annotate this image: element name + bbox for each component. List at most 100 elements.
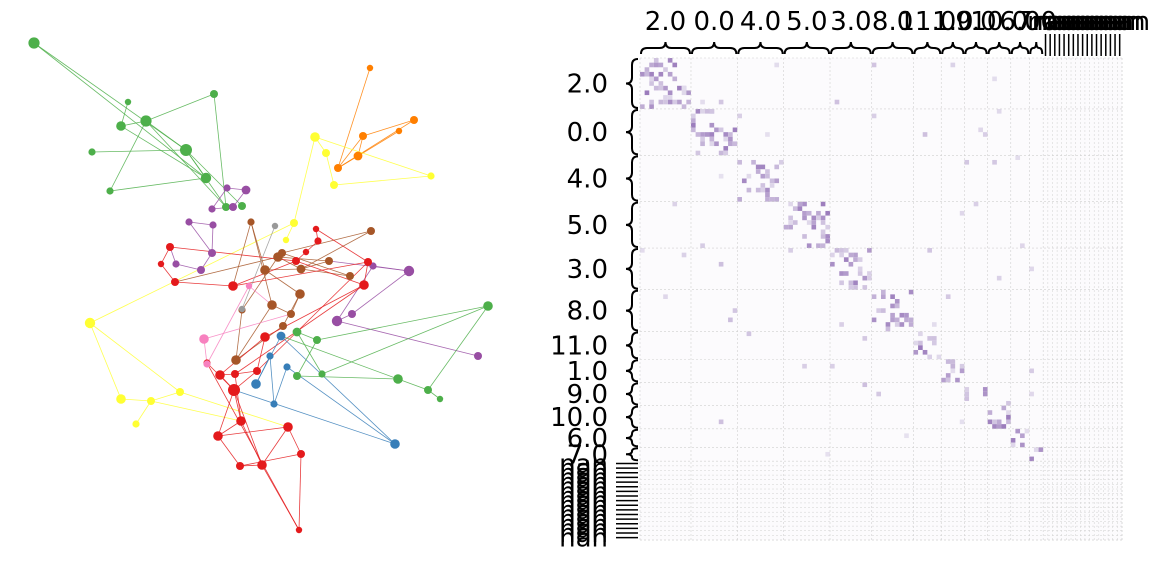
graph-node-82 bbox=[251, 379, 261, 389]
matrix-cell bbox=[695, 108, 701, 114]
left-label-nan: nan bbox=[559, 519, 608, 549]
top-label-nan: nan bbox=[1036, 7, 1085, 37]
matrix-cell bbox=[918, 345, 923, 350]
graph-node-34 bbox=[197, 266, 205, 274]
graph-node-92 bbox=[393, 374, 403, 384]
matrix-cell bbox=[704, 108, 710, 114]
matrix-gridlines bbox=[639, 57, 1123, 541]
matrix-cell bbox=[894, 303, 900, 309]
top-label-8: 9.0 bbox=[955, 7, 996, 37]
graph-node-84 bbox=[270, 400, 278, 408]
matrix-cell bbox=[811, 224, 817, 230]
matrix-cell bbox=[732, 141, 738, 147]
left-label-nan: nan bbox=[559, 487, 608, 517]
top-label-nan: nan bbox=[1101, 7, 1150, 37]
graph-edge-129 bbox=[316, 305, 489, 341]
graph-edge-100 bbox=[234, 373, 242, 422]
matrix-cell bbox=[704, 132, 710, 137]
matrix-cell bbox=[714, 141, 719, 147]
graph-node-41 bbox=[367, 227, 375, 235]
top-label-0: 2.0 bbox=[645, 7, 686, 37]
matrix-cell bbox=[839, 248, 844, 253]
matrix-cell bbox=[723, 150, 729, 156]
graph-node-6 bbox=[180, 144, 192, 156]
graph-node-31 bbox=[229, 203, 237, 211]
graph-node-8 bbox=[200, 172, 212, 184]
matrix-cell bbox=[992, 159, 997, 165]
graph-node-20 bbox=[290, 219, 298, 227]
matrix-cell bbox=[996, 275, 1002, 281]
matrix-cell bbox=[908, 317, 914, 323]
matrix-cell bbox=[700, 132, 705, 137]
graph-edge-102 bbox=[287, 426, 302, 455]
matrix-cell bbox=[950, 359, 956, 364]
matrix-cell bbox=[746, 173, 752, 179]
matrix-cell bbox=[737, 159, 742, 165]
graph-edge-21 bbox=[337, 67, 371, 169]
matrix-cell bbox=[728, 136, 733, 142]
graph-edge-27 bbox=[89, 322, 122, 400]
top-label-nan: nan bbox=[1041, 7, 1090, 37]
graph-edge-83 bbox=[256, 336, 266, 372]
matrix-cell bbox=[728, 132, 733, 137]
matrix-cell bbox=[987, 410, 993, 415]
top-label-nan: nan bbox=[1064, 7, 1113, 37]
graph-edge-128 bbox=[296, 331, 323, 375]
left-label-nan: nan bbox=[559, 505, 608, 535]
graph-node-48 bbox=[287, 310, 295, 318]
matrix-cell bbox=[649, 99, 654, 105]
left-label-9: 10.0 bbox=[550, 403, 608, 433]
graph-edge-107 bbox=[295, 260, 365, 286]
graph-edge-39 bbox=[188, 221, 214, 226]
matrix-cell bbox=[904, 312, 909, 318]
matrix-cell bbox=[663, 67, 668, 72]
graph-node-25 bbox=[132, 420, 140, 428]
matrix-cell bbox=[653, 85, 659, 91]
graph-node-85 bbox=[283, 363, 291, 371]
graph-node-72 bbox=[283, 422, 293, 432]
matrix-cell bbox=[788, 220, 793, 225]
matrix-cell bbox=[857, 266, 863, 272]
matrix-cell bbox=[820, 201, 826, 207]
left-brace-7 bbox=[625, 359, 639, 383]
matrix-cell bbox=[755, 169, 761, 174]
graph-edge-38 bbox=[211, 187, 228, 210]
left-brace-10 bbox=[625, 428, 639, 448]
matrix-cell bbox=[686, 99, 691, 105]
matrix-cell bbox=[973, 201, 979, 207]
matrix-cell bbox=[862, 336, 868, 341]
graph-node-86 bbox=[390, 439, 400, 449]
graph-edge-90 bbox=[261, 426, 289, 466]
matrix-cell bbox=[913, 340, 919, 346]
top-label-nan: nan bbox=[1078, 7, 1127, 37]
matrix-cell bbox=[876, 391, 881, 397]
matrix-cell bbox=[1001, 424, 1007, 429]
matrix-cell bbox=[1029, 456, 1034, 462]
matrix-cell bbox=[931, 336, 937, 341]
graph-edge-130 bbox=[280, 335, 399, 380]
matrix-cell bbox=[890, 303, 895, 309]
matrix-cell bbox=[765, 132, 770, 137]
matrix-cell bbox=[867, 248, 872, 253]
graph-node-33 bbox=[208, 249, 216, 257]
left-label-nan: nan bbox=[559, 454, 608, 484]
matrix-cell bbox=[839, 322, 844, 327]
matrix-cell bbox=[848, 252, 854, 258]
top-brace-11 bbox=[1029, 41, 1044, 55]
top-brace-4 bbox=[830, 41, 872, 55]
matrix-cell bbox=[788, 201, 793, 207]
graph-node-61 bbox=[314, 237, 322, 245]
network-graph bbox=[28, 37, 493, 534]
graph-node-50 bbox=[325, 257, 333, 265]
top-label-6: 11.0 bbox=[898, 7, 956, 37]
matrix-cell bbox=[728, 141, 733, 147]
graph-node-80 bbox=[245, 282, 253, 290]
matrix-cell bbox=[667, 95, 673, 100]
left-label-4: 3.0 bbox=[567, 255, 608, 285]
top-label-7: 1.0 bbox=[932, 7, 973, 37]
matrix-cell bbox=[899, 312, 905, 318]
graph-node-88 bbox=[238, 305, 246, 313]
matrix-cell bbox=[649, 71, 654, 77]
top-label-4: 3.0 bbox=[830, 7, 871, 37]
matrix-cell bbox=[1006, 410, 1011, 415]
